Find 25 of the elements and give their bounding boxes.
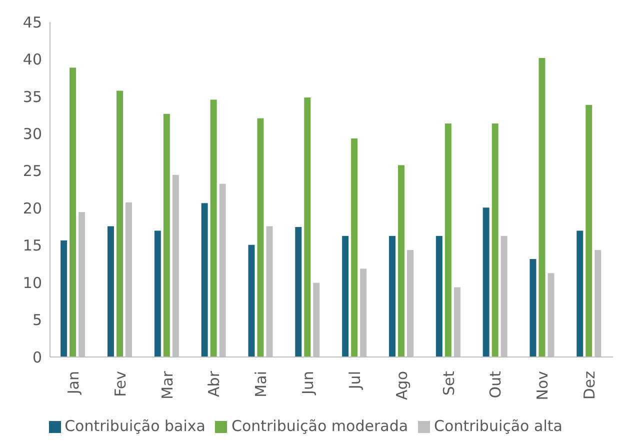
x-tick-label: Jun [299, 371, 318, 396]
x-tick-label: Mar [158, 370, 176, 400]
y-tick-label: 40 [22, 50, 42, 69]
x-tick-label: Dez [580, 370, 599, 400]
x-tick-label: Out [486, 370, 505, 398]
y-tick-label: 0 [32, 348, 42, 366]
y-tick-label: 45 [22, 13, 42, 32]
legend-label: Contribuição alta [434, 417, 562, 435]
x-tick-label: Set [440, 370, 458, 396]
x-tick-label: Jul [346, 371, 364, 390]
legend-label: Contribuição baixa [64, 417, 206, 435]
legend-label: Contribuição moderada [231, 417, 408, 435]
x-tick-label: Jan [64, 371, 82, 396]
y-tick-label: 5 [32, 311, 42, 330]
x-tick-label: Ago [392, 371, 411, 400]
y-tick-label: 25 [22, 162, 42, 180]
y-tick-label: 20 [22, 199, 42, 218]
y-tick-label: 10 [22, 274, 42, 292]
x-tick-label: Mai [252, 371, 270, 398]
y-tick-label: 15 [22, 236, 42, 255]
x-tick-label: Fev [111, 370, 130, 397]
x-tick-label: Abr [205, 370, 224, 397]
x-tick-label: Nov [534, 370, 552, 400]
y-tick-label: 35 [22, 88, 42, 106]
y-tick-label: 30 [22, 124, 42, 143]
